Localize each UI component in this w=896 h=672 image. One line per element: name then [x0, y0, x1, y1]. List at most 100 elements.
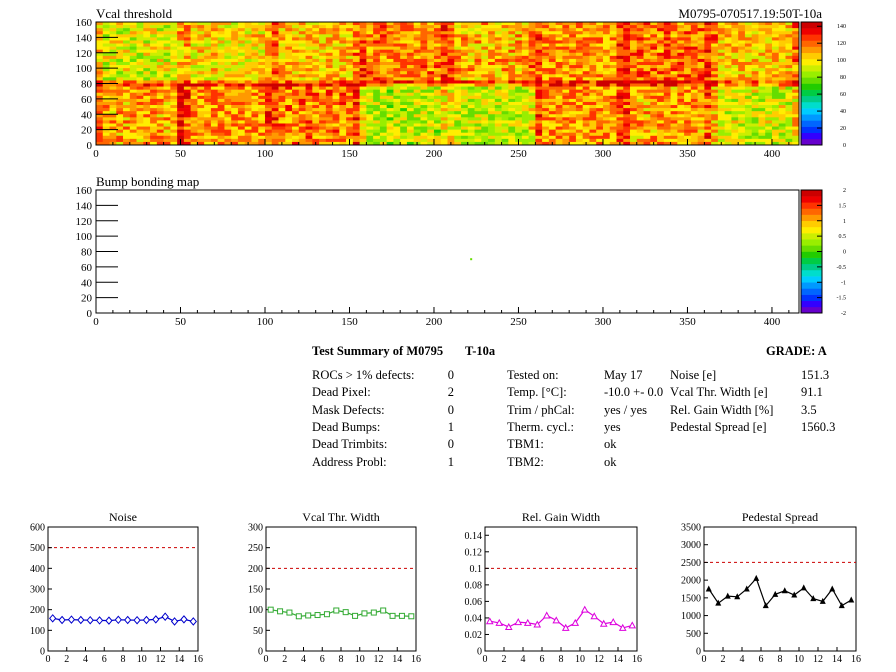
heatmap-cell — [454, 114, 462, 118]
heatmap-cell — [123, 123, 131, 127]
heatmap-cell — [677, 71, 685, 75]
heatmap-cell — [528, 77, 536, 81]
heatmap-cell — [548, 120, 556, 124]
heatmap-cell — [474, 83, 482, 87]
heatmap-cell — [589, 61, 597, 66]
y-tick-label: 300 — [248, 523, 263, 534]
heatmap-cell — [163, 98, 171, 103]
heatmap-cell — [717, 123, 725, 127]
heatmap-cell — [670, 55, 678, 60]
heatmap-cell — [440, 98, 448, 103]
heatmap-cell — [474, 117, 482, 121]
heatmap-cell — [474, 86, 482, 90]
heatmap-cell — [481, 89, 489, 94]
heatmap-cell — [717, 68, 725, 72]
heatmap-cell — [467, 129, 475, 134]
heatmap-cell — [366, 74, 374, 78]
heatmap-cell — [555, 71, 563, 75]
heatmap-cell — [278, 80, 286, 84]
heatmap-cell — [454, 95, 462, 100]
heatmap-cell — [792, 98, 800, 103]
heatmap-cell — [325, 132, 333, 137]
heatmap-cell — [285, 126, 293, 130]
heatmap-cell — [231, 98, 239, 103]
heatmap-cell — [406, 114, 414, 118]
heatmap-cell — [400, 80, 408, 84]
heatmap-cell — [156, 31, 164, 35]
heatmap-cell — [650, 34, 658, 38]
heatmap-cell — [278, 28, 286, 32]
heatmap-cell — [609, 117, 617, 121]
heatmap-cell — [663, 86, 671, 90]
heatmap-cell — [352, 40, 360, 44]
heatmap-cell — [109, 111, 117, 115]
heatmap-cell — [150, 43, 158, 47]
heatmap-cell — [778, 65, 786, 69]
heatmap-cell — [670, 120, 678, 124]
heatmap-cell — [352, 132, 360, 137]
heatmap-cell — [143, 129, 151, 134]
heatmap-cell — [758, 135, 766, 140]
heatmap-cell — [765, 83, 773, 87]
heatmap-cell — [258, 55, 266, 60]
heatmap-cell — [758, 123, 766, 127]
heatmap-cell — [406, 101, 414, 106]
heatmap-cell — [278, 74, 286, 78]
heatmap-cell — [400, 126, 408, 130]
heatmap-cell — [123, 98, 131, 103]
heatmap-cell — [123, 49, 131, 54]
heatmap-cell — [670, 25, 678, 29]
heatmap-cell — [792, 49, 800, 54]
heatmap-cell — [765, 108, 773, 112]
palette-tick-label: 40 — [840, 109, 846, 115]
heatmap-cell — [285, 135, 293, 140]
heatmap-cell — [197, 111, 205, 115]
heatmap-cell — [129, 135, 137, 140]
heatmap-cell — [569, 80, 577, 84]
heatmap-cell — [704, 37, 712, 41]
heatmap-cell — [156, 28, 164, 32]
heatmap-cell — [319, 83, 327, 87]
heatmap-cell — [447, 43, 455, 47]
heatmap-cell — [420, 58, 428, 63]
heatmap-cell — [616, 129, 624, 134]
heatmap-cell — [197, 37, 205, 41]
heatmap-cell — [744, 89, 752, 94]
heatmap-cell — [657, 77, 665, 81]
heatmap-cell — [758, 52, 766, 57]
heatmap-cell — [792, 28, 800, 32]
heatmap-cell — [704, 74, 712, 78]
heatmap-cell — [589, 80, 597, 84]
heatmap-cell — [785, 108, 793, 112]
heatmap-cell — [447, 129, 455, 134]
heatmap-cell — [461, 77, 469, 81]
x-tick-label: 0 — [702, 654, 707, 665]
heatmap-cell — [251, 25, 259, 29]
heatmap-cell — [102, 52, 110, 57]
heatmap-cell — [792, 83, 800, 87]
heatmap-cell — [555, 83, 563, 87]
heatmap-cell — [224, 114, 232, 118]
heatmap-cell — [792, 135, 800, 140]
heatmap-cell — [684, 98, 692, 103]
heatmap-cell — [758, 25, 766, 29]
heatmap-cell — [386, 37, 394, 41]
heatmap-cell — [217, 43, 225, 47]
heatmap-cell — [339, 71, 347, 75]
heatmap-cell — [123, 89, 131, 94]
heatmap-cell — [143, 77, 151, 81]
heatmap-cell — [643, 31, 651, 35]
heatmap-cell — [623, 89, 631, 94]
heatmap-cell — [156, 71, 164, 75]
heatmap-cell — [352, 86, 360, 90]
heatmap-cell — [346, 101, 354, 106]
heatmap-cell — [535, 46, 543, 50]
heatmap-cell — [109, 34, 117, 38]
heatmap-cell — [602, 83, 611, 87]
heatmap-cell — [650, 52, 658, 57]
heatmap-cell — [738, 37, 746, 41]
heatmap-cell — [508, 34, 516, 38]
heatmap-cell — [765, 89, 773, 94]
heatmap-cell — [684, 34, 692, 38]
heatmap-cell — [379, 92, 387, 97]
